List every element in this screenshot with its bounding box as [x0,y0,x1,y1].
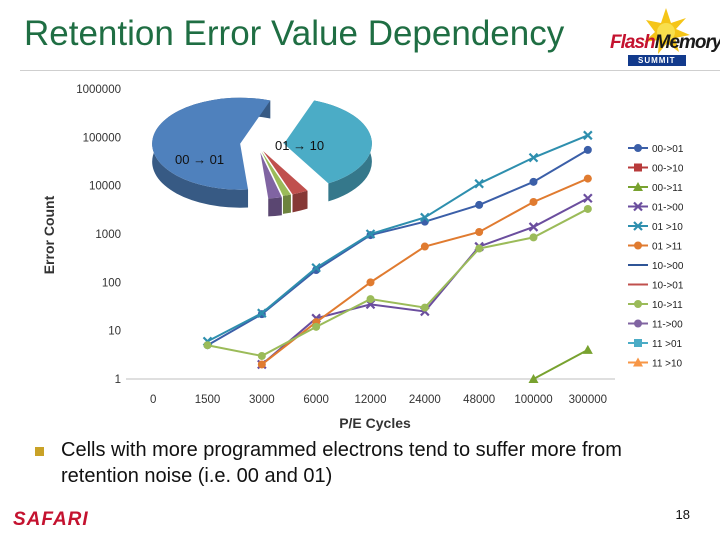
legend-label: 01->00 [652,203,684,214]
title-divider [20,70,720,71]
legend-marker [634,163,642,172]
data-point [475,244,484,253]
data-point [583,193,593,203]
data-point [528,152,539,163]
data-point [474,178,484,189]
x-tick-label: 6000 [303,394,329,406]
x-tick-label: 0 [150,394,156,406]
page-number: 18 [675,507,690,522]
legend-marker [633,182,643,191]
legend-label: 10->01 [652,281,684,292]
data-point [528,222,539,232]
legend-marker [634,144,642,152]
data-point [312,265,321,274]
data-point [257,360,266,369]
legend-marker [634,339,642,347]
data-point [365,229,376,239]
pie-slice-side [268,197,282,217]
y-tick-label: 10000 [89,181,121,193]
data-point [529,197,538,206]
data-point [529,233,538,242]
x-tick-label: 300000 [569,394,607,406]
pie-slice [263,150,308,195]
x-tick-label: 100000 [514,394,552,406]
y-tick-label: 1000 [95,229,121,241]
data-point [420,212,430,223]
data-point [203,341,212,350]
y-tick-label: 1 [115,374,121,386]
legend-label: 10->11 [652,300,683,311]
data-point [366,278,375,287]
data-point [257,308,267,318]
y-axis-title: Error Count [41,195,57,274]
data-point [583,204,592,213]
series-line-0011 [533,349,589,380]
data-point [366,295,375,304]
sunburst-icon [644,8,690,54]
data-point [583,145,592,154]
data-point [475,227,484,236]
error-count-chart: 1 10 100 1000 10000 100000 1000000 0 1500 3000 600… [41,84,684,431]
legend-label: 11 >10 [652,359,683,370]
pie-slice [283,100,372,184]
data-point [311,263,321,273]
pie-slice [260,152,282,199]
y-tick-label: 1000000 [76,84,121,96]
legend-label: 10->00 [652,261,684,272]
data-point [257,351,266,360]
legend-marker [633,201,643,212]
pie-slice [261,151,291,196]
series-line-1011 [207,208,589,357]
x-tick-label: 24000 [409,394,441,406]
data-point [583,130,593,141]
legend-marker [634,241,642,250]
flash-memory-summit-logo: FlashMemory SUMMIT [604,6,720,70]
legend-label: 01 >10 [652,222,683,233]
data-point [529,177,538,186]
pie-annotation-01-10: 01 → 10 [275,138,324,153]
pie-slice-side [292,190,308,213]
x-tick-label: 48000 [463,394,495,406]
legend-marker [633,357,643,367]
y-tick-label: 10 [108,326,121,338]
pie-slice [152,97,271,190]
pie-slice-side [282,194,291,214]
series-line-0110 [207,134,589,343]
data-point [312,322,321,331]
legend-label: 11->00 [652,320,683,331]
logo-summit-badge: SUMMIT [628,55,686,66]
legend-label: 01 >11 [652,242,683,253]
x-tick-label: 12000 [355,394,387,406]
bullet-text: Cells with more programmed electrons ten… [61,439,622,487]
y-tick-label: 100 [102,277,121,289]
legend-marker [634,300,642,308]
legend-marker [634,319,642,328]
bullet-marker [35,447,44,456]
legend-label: 00->10 [652,164,684,175]
data-point [528,374,539,383]
legend-label: 00->01 [652,144,684,155]
data-point [582,344,593,354]
data-point [475,200,484,209]
legend-marker [633,221,643,231]
logo-wordmark: FlashMemory [610,32,720,53]
x-tick-label: 1500 [195,394,221,406]
safari-logo: SAFARI [13,509,89,530]
pie-annotation-00-01: 00 → 01 [175,152,224,167]
data-point [583,174,592,183]
data-point [420,303,429,312]
data-point [420,242,429,251]
legend-label: 00->11 [652,183,683,194]
x-tick-label: 3000 [249,394,275,406]
y-tick-label: 100000 [83,132,121,144]
slide-title: Retention Error Value Dependency [24,14,565,53]
legend-label: 11 >01 [652,339,683,350]
x-axis-title: P/E Cycles [339,415,411,431]
